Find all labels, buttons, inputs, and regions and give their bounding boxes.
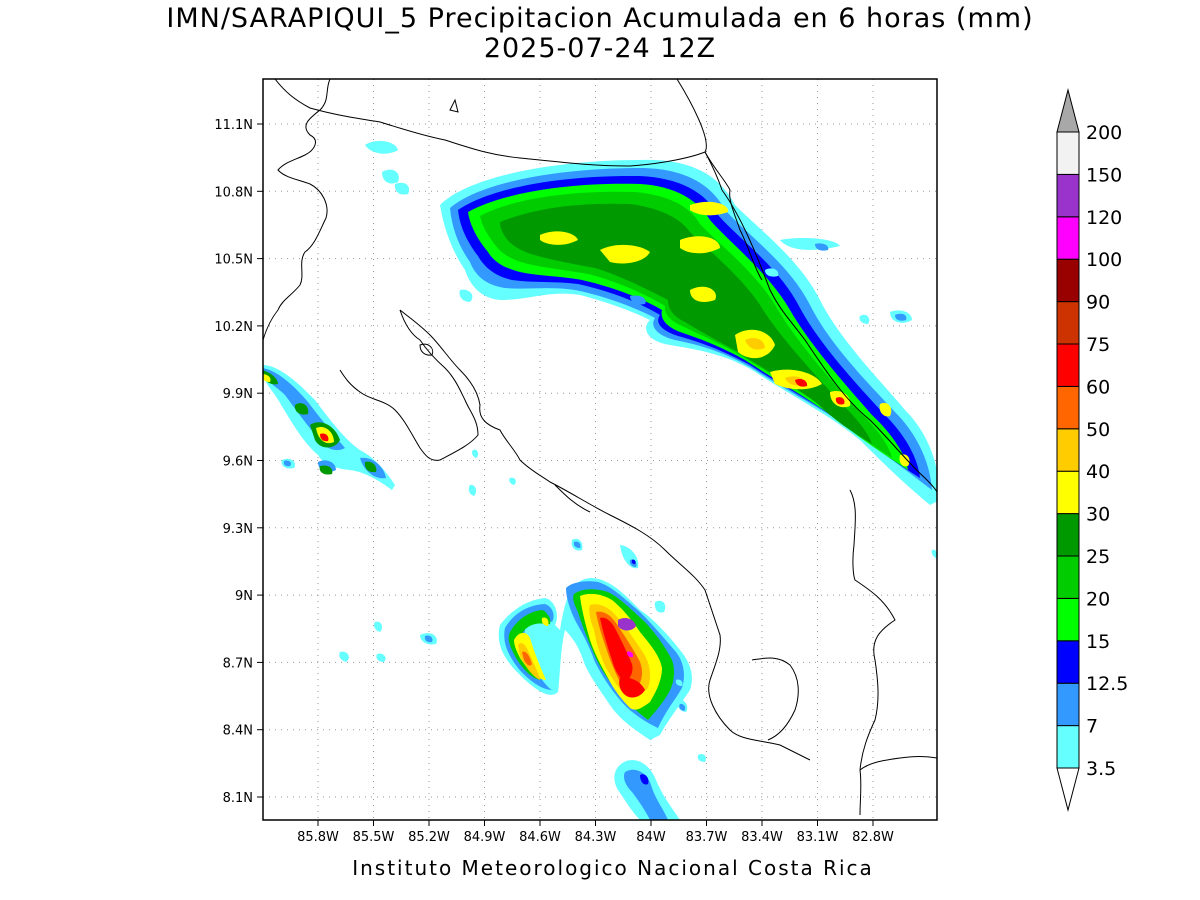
legend-label: 100 bbox=[1086, 249, 1122, 271]
lat-tick-label: 8.4N bbox=[223, 724, 253, 739]
lon-tick-label: 83.4W bbox=[741, 830, 783, 845]
legend-swatch bbox=[1056, 173, 1080, 218]
nicoya-gulf bbox=[399, 309, 811, 761]
nicoya-peninsula bbox=[339, 309, 479, 461]
legend-under-arrow bbox=[1056, 767, 1080, 812]
map-title: IMN/SARAPIQUI_5 Precipitacion Acumulada … bbox=[166, 3, 1034, 34]
gulf-island bbox=[419, 343, 434, 356]
legend-swatch bbox=[1056, 597, 1080, 642]
legend-label: 7 bbox=[1086, 716, 1098, 738]
lat-tick-label: 9.9N bbox=[223, 387, 253, 402]
lon-tick-label: 84.3W bbox=[575, 830, 617, 845]
pacific-coast-north bbox=[263, 79, 331, 341]
legend-label: 3.5 bbox=[1086, 758, 1116, 780]
legend-swatch bbox=[1056, 513, 1080, 557]
legend-swatch bbox=[1056, 428, 1080, 472]
map-subtitle-date: 2025-07-24 12Z bbox=[483, 33, 717, 64]
legend-label: 60 bbox=[1086, 376, 1110, 398]
lon-tick-label: 85.5W bbox=[353, 830, 395, 845]
nicaragua-lake-shore bbox=[274, 79, 707, 167]
legend-swatch bbox=[1056, 216, 1080, 260]
legend-swatch bbox=[1056, 258, 1080, 303]
lon-tick-label: 83.1W bbox=[797, 830, 839, 845]
precipitation-field bbox=[263, 140, 937, 820]
legend-label: 20 bbox=[1086, 588, 1110, 610]
legend-swatch bbox=[1056, 470, 1080, 515]
legend-swatch bbox=[1056, 640, 1080, 684]
legend-label: 12.5 bbox=[1086, 673, 1128, 695]
lat-tick-label: 9.3N bbox=[223, 522, 253, 537]
nicaragua-border bbox=[704, 151, 763, 281]
lon-tick-label: 85.8W bbox=[297, 830, 339, 845]
caribbean-coast bbox=[704, 151, 937, 493]
longitude-axis: 85.8W 85.5W 85.2W 84.9W 84.6W 84.3W 84W 83.7W 83… bbox=[297, 820, 894, 845]
legend-swatch bbox=[1056, 555, 1080, 599]
lat-tick-label: 9N bbox=[235, 589, 253, 604]
legend-swatch bbox=[1056, 385, 1080, 430]
burica-coast bbox=[859, 756, 937, 771]
plot-frame bbox=[262, 78, 938, 821]
lon-tick-label: 84.6W bbox=[519, 830, 561, 845]
lon-tick-label: 82.8W bbox=[852, 830, 894, 845]
color-legend: 3.5 7 12.5 15 20 25 30 40 50 60 75 90 100 120 150 200 bbox=[1056, 88, 1128, 812]
legend-label: 25 bbox=[1086, 546, 1110, 568]
legend-swatch bbox=[1056, 131, 1080, 175]
legend-label: 90 bbox=[1086, 292, 1110, 314]
legend-swatch bbox=[1056, 301, 1080, 345]
legend-label: 50 bbox=[1086, 419, 1110, 441]
lat-tick-label: 10.2N bbox=[214, 320, 253, 335]
osa-peninsula bbox=[751, 657, 799, 741]
lat-tick-label: 10.5N bbox=[214, 253, 253, 268]
legend-swatch bbox=[1056, 343, 1080, 387]
coastline-layer bbox=[263, 79, 937, 816]
legend-label: 15 bbox=[1086, 631, 1110, 653]
legend-swatch bbox=[1056, 682, 1080, 727]
legend-label: 200 bbox=[1086, 122, 1122, 144]
lat-tick-label: 10.8N bbox=[214, 185, 253, 200]
legend-label: 120 bbox=[1086, 207, 1122, 229]
legend-label: 40 bbox=[1086, 461, 1110, 483]
lat-tick-label: 8.7N bbox=[223, 656, 253, 671]
lon-tick-label: 84.9W bbox=[464, 830, 506, 845]
lake-islet bbox=[449, 98, 459, 113]
panama-border bbox=[849, 489, 896, 816]
legend-label: 75 bbox=[1086, 334, 1110, 356]
legend-label: 30 bbox=[1086, 504, 1110, 526]
lat-tick-label: 8.1N bbox=[223, 791, 253, 806]
footer-credit: Instituto Meteorologico Nacional Costa R… bbox=[352, 856, 874, 880]
legend-over-arrow bbox=[1056, 88, 1080, 133]
legend-swatch bbox=[1056, 725, 1080, 769]
lat-tick-label: 11.1N bbox=[214, 118, 253, 133]
latitude-axis: 11.1N 10.8N 10.5N 10.2N 9.9N 9.6N 9.3N 9N 8.7N 8.… bbox=[214, 118, 263, 806]
lat-tick-label: 9.6N bbox=[223, 455, 253, 470]
lon-tick-label: 85.2W bbox=[408, 830, 450, 845]
lon-tick-label: 83.7W bbox=[686, 830, 728, 845]
lon-tick-label: 84W bbox=[636, 830, 666, 845]
pacific-coast-south bbox=[554, 484, 591, 513]
legend-label: 150 bbox=[1086, 164, 1122, 186]
